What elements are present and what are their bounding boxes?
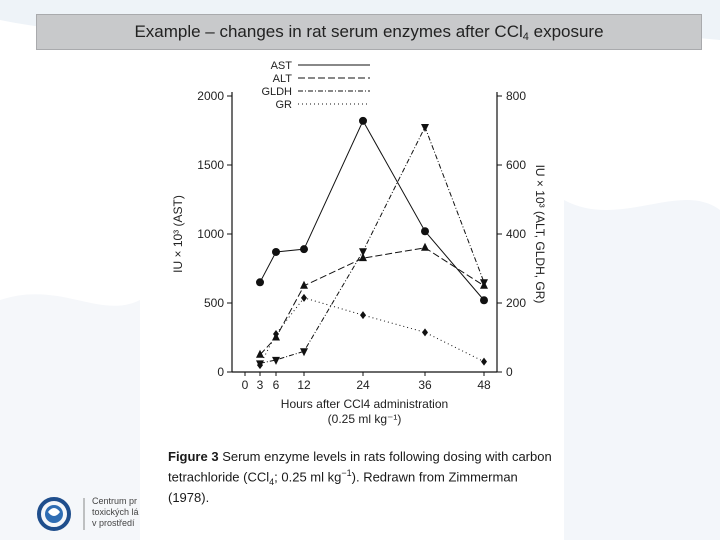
data-point-gr [301, 293, 307, 302]
left-tick-label: 2000 [197, 89, 224, 103]
data-point-alt [421, 242, 429, 251]
series-line-alt [259, 247, 485, 356]
x-tick-label: 48 [477, 378, 491, 392]
center-logo [37, 497, 85, 531]
x-axis-label-units: (0.25 ml kg⁻¹) [328, 412, 402, 426]
caption-label: Figure 3 [168, 449, 219, 464]
right-tick-label: 0 [506, 365, 513, 379]
right-tick-label: 200 [506, 296, 526, 310]
data-point-gr [481, 357, 487, 366]
data-point-ast [480, 296, 488, 305]
legend-label-ast: AST [271, 60, 293, 72]
figure-panel: 0 500 1000 1500 2000 0 200 400 600 800 0 3 6 12 24 36 48… [140, 56, 564, 524]
data-point-gr [257, 361, 263, 370]
x-tick-label: 12 [297, 378, 311, 392]
data-point-gldh [480, 279, 488, 288]
data-point-alt [300, 280, 308, 289]
left-tick-label: 500 [204, 296, 224, 310]
right-tick-label: 400 [506, 227, 526, 241]
right-tick-label: 800 [506, 89, 526, 103]
legend-label-alt: ALT [273, 73, 293, 85]
figure-caption: Figure 3 Serum enzyme levels in rats fol… [168, 449, 552, 505]
data-point-gldh [421, 124, 429, 133]
x-tick-label: 36 [418, 378, 432, 392]
x-axis-label: Hours after CCl4 administration [281, 397, 448, 411]
data-point-gr [273, 330, 279, 339]
data-point-ast [359, 116, 367, 125]
data-point-ast [272, 247, 280, 256]
data-point-alt [359, 253, 367, 262]
series-line-gldh [259, 125, 485, 364]
left-tick-label: 1500 [197, 158, 224, 172]
left-tick-label: 1000 [197, 227, 224, 241]
legend-label-gldh: GLDH [261, 86, 292, 98]
data-point-gldh [300, 348, 308, 357]
legend-label-gr: GR [276, 99, 293, 111]
x-tick-label: 0 [242, 378, 249, 392]
data-point-gldh [272, 356, 280, 365]
x-tick-label: 24 [356, 378, 370, 392]
slide-title: Example – changes in rat serum enzymes a… [36, 14, 702, 50]
left-tick-label: 0 [217, 365, 224, 379]
data-point-gr [422, 328, 428, 337]
logo-text: Centrum pr toxických lá v prostředí [92, 496, 139, 528]
right-tick-label: 600 [506, 158, 526, 172]
x-tick-label: 3 [257, 378, 264, 392]
series-line-ast [259, 119, 485, 301]
left-axis-label: IU × 10³ (AST) [171, 195, 185, 273]
data-point-ast [421, 227, 429, 236]
x-tick-label: 6 [273, 378, 280, 392]
data-point-ast [300, 245, 308, 254]
data-point-ast [256, 278, 264, 287]
right-axis-label: IU × 10³ (ALT, GLDH, GR) [533, 165, 547, 304]
data-point-gldh [359, 248, 367, 257]
data-point-gr [360, 311, 366, 320]
data-point-alt [256, 349, 264, 358]
